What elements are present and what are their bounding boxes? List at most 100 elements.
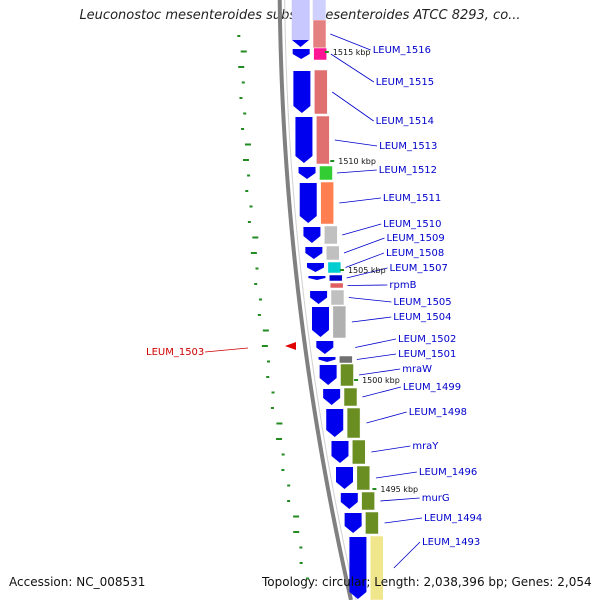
gene-label: LEUM_1494 <box>424 513 482 524</box>
gene-label: LEUM_1514 <box>376 116 434 127</box>
leader-line <box>375 471 417 479</box>
gc-tick <box>257 314 261 316</box>
leader-line <box>351 316 392 323</box>
cds-arrow <box>311 307 329 337</box>
cog-segment <box>324 225 338 245</box>
leader-line <box>339 197 381 204</box>
leader-line <box>384 517 423 524</box>
backbone-outer <box>277 0 353 600</box>
gc-tick <box>242 159 249 161</box>
gene-label: LEUM_1516 <box>373 45 431 56</box>
cds-arrows <box>291 0 367 599</box>
cog-segment <box>361 491 375 511</box>
cds-arrow <box>299 183 317 223</box>
leader-line <box>356 353 397 360</box>
gc-tick <box>252 236 259 239</box>
gc-tick <box>244 143 251 146</box>
leader-line <box>346 267 388 279</box>
gene-labels: LEUM_1516 LEUM_1515 LEUM_1514 LEUM_1513 LEUM… <box>146 45 482 548</box>
cds-arrow <box>307 263 325 272</box>
gene-label: LEUM_1515 <box>376 77 434 88</box>
leader-line <box>347 284 388 286</box>
gene-label: LEUM_1513 <box>379 141 437 152</box>
leader-line <box>366 411 407 424</box>
leader-line <box>330 53 375 83</box>
label-leader-lines <box>204 33 423 569</box>
highlight-marker <box>285 342 296 350</box>
leader-line <box>331 91 374 122</box>
cog-segment <box>327 261 342 274</box>
gc-tick <box>241 81 245 84</box>
gc-tick <box>293 515 300 518</box>
leader-line <box>345 252 385 268</box>
gc-tick <box>249 205 253 208</box>
cog-segment <box>314 69 328 115</box>
cog-color-track <box>312 0 384 600</box>
cog-segment <box>339 355 353 364</box>
gene-label: LEUM_1505 <box>393 297 451 308</box>
cog-segment <box>356 465 371 491</box>
cog-segment <box>346 407 361 439</box>
gc-tick <box>281 469 285 471</box>
accession-text: Accession: NC_008531 <box>9 575 146 589</box>
cds-arrow <box>336 467 354 489</box>
gc-tick <box>254 283 258 285</box>
gc-tick <box>247 174 251 177</box>
cds-arrow <box>305 247 323 259</box>
gc-tick <box>271 391 275 394</box>
gc-tick <box>240 50 247 53</box>
gc-tick <box>270 407 274 409</box>
gene-label: LEUM_1502 <box>398 334 456 345</box>
gene-label: LEUM_1507 <box>390 263 448 274</box>
gc-tick <box>266 376 270 378</box>
cds-arrow <box>293 71 311 113</box>
gc-tick <box>261 345 268 347</box>
gc-tick <box>247 221 251 223</box>
cog-segment <box>326 245 340 261</box>
leader-line <box>371 445 411 453</box>
cds-arrow <box>344 513 362 533</box>
scale-label: 1510 kbp <box>338 157 376 166</box>
gc-tick <box>266 360 270 363</box>
gc-tick <box>250 252 257 254</box>
gene-label: LEUM_1510 <box>383 219 441 230</box>
gc-tick <box>305 577 309 580</box>
cds-arrow <box>316 341 334 354</box>
gene-label: LEUM_1496 <box>419 467 477 478</box>
leader-line <box>393 541 421 569</box>
highlight-leader-line <box>204 347 249 353</box>
gc-tick <box>276 422 283 425</box>
cog-segment <box>316 115 330 165</box>
scale-label: 1505 kbp <box>348 266 386 275</box>
gc-tick <box>262 329 269 332</box>
cds-arrow <box>310 291 328 304</box>
position-marker <box>285 342 296 350</box>
gene-label: LEUM_1509 <box>386 233 444 244</box>
gc-tick <box>299 546 303 549</box>
leader-line <box>334 139 378 147</box>
leader-line <box>380 497 420 502</box>
leader-line <box>359 368 401 376</box>
cog-segment <box>352 439 366 465</box>
cog-segment <box>319 165 333 181</box>
cog-segment <box>330 289 345 306</box>
cds-arrow <box>331 441 349 463</box>
cog-segment <box>332 305 347 339</box>
gene-label: LEUM_1512 <box>379 165 437 176</box>
gene-label: LEUM_1511 <box>383 193 441 204</box>
scale-label: 1515 kbp <box>333 48 371 57</box>
scale-label: 1495 kbp <box>380 485 418 494</box>
gc-tick <box>293 531 300 533</box>
gene-label: LEUM_1498 <box>409 407 467 418</box>
gc-tick <box>238 66 245 68</box>
cds-arrow-faded <box>291 0 310 40</box>
cds-arrow <box>349 537 367 599</box>
gc-tick <box>258 298 262 301</box>
gene-label: mraW <box>402 364 432 375</box>
gene-label: LEUM_1499 <box>403 382 461 393</box>
cds-arrow <box>308 276 326 280</box>
cog-segment <box>329 282 344 289</box>
cog-segment <box>365 511 379 535</box>
cog-segment <box>312 19 327 49</box>
